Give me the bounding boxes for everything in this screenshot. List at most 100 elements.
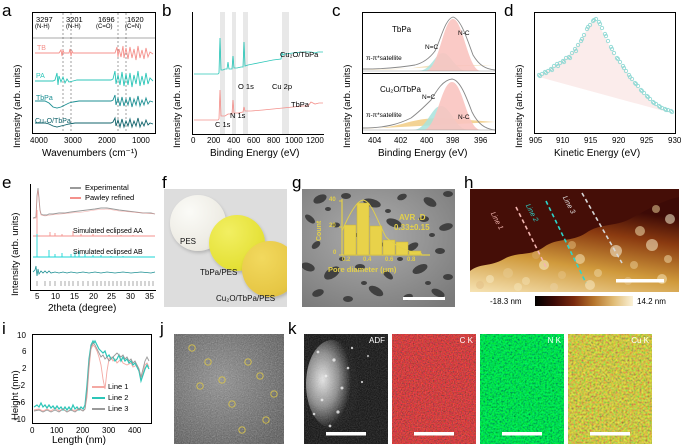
panel-g-inset-xtick-1: 0.4 xyxy=(363,257,372,263)
panel-k-map-adf: ADF xyxy=(304,334,388,444)
panel-g-inset-xtick-3: 0.8 xyxy=(407,257,416,263)
panel-e-yaxis xyxy=(30,184,31,290)
panel-e-annotation-aa: Simulated eclipsed AA xyxy=(73,228,143,235)
panel-a-letter: a xyxy=(2,1,12,20)
panel-h-scale-min: -18.3 nm xyxy=(490,297,522,306)
panel-e-xtick-5: 30 xyxy=(126,292,135,301)
panel-k-label-nk: N K xyxy=(547,336,561,345)
panel-a-peak-1696-value: 1696 xyxy=(98,15,115,24)
panel-b-xtick-4: 800 xyxy=(267,136,281,145)
panel-e-xlabel: 2theta (degree) xyxy=(48,303,117,314)
panel-g-histogram xyxy=(339,199,430,256)
panel-f-label-pes: PES xyxy=(180,237,197,246)
panel-e-xtick-3: 20 xyxy=(89,292,98,301)
panel-b-ylabel: Intensity (arb. units) xyxy=(172,64,183,148)
panel-i-legend-label-0: Line 1 xyxy=(108,382,129,391)
panel-g-inset-xtick-2: 0.6 xyxy=(385,257,394,263)
panel-c-xlabel: Binding Energy (eV) xyxy=(378,148,468,159)
panel-e-xtick-1: 10 xyxy=(51,292,60,301)
panel-b-xtick-0: 0 xyxy=(191,136,196,145)
panel-g-avg-label: AVR .D xyxy=(399,213,426,222)
panel-h-colorbar xyxy=(535,296,633,306)
panel-c-xtick-3: 398 xyxy=(446,136,460,145)
panel-a-xtick-0: 4000 xyxy=(30,136,48,145)
panel-e-legend-swatch-0 xyxy=(70,187,81,189)
panel-i-xtick-2: 200 xyxy=(76,426,90,435)
panel-b-xaxis xyxy=(192,134,324,135)
panel-g-inset-ytick-2: 40 xyxy=(329,197,336,203)
panel-f-disc-cu2otbpapes xyxy=(242,241,287,297)
panel-b-trace-cu2otbpa: Cu₂O/TbPa xyxy=(280,50,319,59)
panel-h-letter: h xyxy=(464,173,474,192)
panel-c-letter: c xyxy=(332,1,341,20)
panel-e-legend-swatch-1 xyxy=(70,197,81,199)
panel-i-ytick-2: 2 xyxy=(22,364,27,373)
panel-d-xtick-4: 925 xyxy=(640,136,654,145)
panel-c-divider xyxy=(362,73,496,74)
panel-a-xtick-3: 1000 xyxy=(132,136,150,145)
panel-c-label-neqc-bot: N=C xyxy=(422,94,436,101)
panel-d-xtick-2: 915 xyxy=(584,136,598,145)
panel-b-label-c1s: C 1s xyxy=(215,120,231,129)
panel-i: i Height (nm) 10 6 2 -2 -6 -10 Line 1 Li… xyxy=(0,320,160,447)
panel-g-inset-ylabel: Count xyxy=(316,220,323,241)
panel-b-label-o1s: O 1s xyxy=(238,82,254,91)
panel-e-letter: e xyxy=(2,173,12,192)
panel-a-xtick-1: 3000 xyxy=(64,136,82,145)
panel-f-label-cu2otbpapes: Cu₂O/TbPa/PES xyxy=(216,294,276,303)
panel-e: e Intensity (arb. units) xyxy=(0,172,160,320)
panel-h-afm-image: Line 1 Line 2 Line 3 xyxy=(470,189,679,292)
panel-c-subplot-cu2otbpa xyxy=(362,78,496,131)
panel-i-xtick-0: 0 xyxy=(30,426,35,435)
panel-c-label-satellite-top: π-π*satellite xyxy=(366,55,402,62)
panel-e-legend-label-0: Experimental xyxy=(85,183,129,192)
panel-g-letter: g xyxy=(292,173,302,192)
panel-e-xtick-4: 25 xyxy=(107,292,116,301)
panel-g-inset-xtick-0: 0.2 xyxy=(342,257,351,263)
panel-k-map-ck: C K xyxy=(392,334,476,444)
panel-d-xtick-1: 910 xyxy=(556,136,570,145)
panel-b: b Intensity (arb. units) C 1s N 1s O 1s … xyxy=(160,0,330,172)
panel-c-ylabel: Intensity (arb. units) xyxy=(342,64,353,148)
panel-j-tem-image xyxy=(174,334,284,444)
panel-a-peak-3297-assign: (N-H) xyxy=(35,24,50,30)
panel-i-legend-label-2: Line 3 xyxy=(108,404,129,413)
panel-a-trace-tbpa: TbPa xyxy=(36,95,53,102)
panel-i-ytick-1: 6 xyxy=(22,347,27,356)
panel-i-xtick-4: 400 xyxy=(128,426,142,435)
panel-d-ylabel: Intensity (arb. units) xyxy=(514,64,525,148)
panel-g-inset-ytick-1: 20 xyxy=(329,223,336,229)
panel-g-avg-value: 0.33±0.15 xyxy=(394,223,430,232)
panel-i-legend-swatch-2 xyxy=(92,408,105,410)
panel-a-trace-cu2otbpa: Cu₂O/TbPa xyxy=(35,118,71,125)
panel-a-peak-3297-value: 3297 xyxy=(36,15,53,24)
panel-c-xtick-4: 396 xyxy=(474,136,488,145)
panel-f-letter: f xyxy=(162,173,167,192)
panel-c-label-neqc-top: N=C xyxy=(425,44,439,51)
panel-c-label-nc-bot: N-C xyxy=(458,114,470,121)
panel-d-plot xyxy=(536,16,675,115)
panel-g-scalebar xyxy=(403,297,445,300)
panel-a-ylabel: Intensity (arb. units) xyxy=(12,64,23,148)
panel-d-xtick-3: 920 xyxy=(612,136,626,145)
panel-i-xtick-1: 100 xyxy=(50,426,64,435)
panel-i-xtick-3: 300 xyxy=(102,426,116,435)
panel-c-subplot-tbpa xyxy=(362,16,496,72)
panel-c-xtick-2: 400 xyxy=(420,136,434,145)
panel-e-xtick-0: 5 xyxy=(35,292,40,301)
panel-a-peak-3201-value: 3201 xyxy=(66,15,83,24)
panel-i-legend-label-1: Line 2 xyxy=(108,393,129,402)
panel-a-xtick-2: 2000 xyxy=(98,136,116,145)
panel-e-xtick-2: 15 xyxy=(70,292,79,301)
panel-g-sem-image: 0 20 40 Count 0.2 0.4 0.6 0.8 Pore diame… xyxy=(302,189,455,307)
panel-i-legend-swatch-1 xyxy=(92,397,105,399)
panel-g: g xyxy=(290,172,462,320)
panel-b-xtick-6: 1200 xyxy=(306,136,324,145)
panel-b-xlabel: Binding Energy (eV) xyxy=(210,148,300,159)
panel-k-label-cuk: Cu K xyxy=(631,336,649,345)
panel-i-ytick-4: -6 xyxy=(18,398,26,407)
panel-i-ytick-0: 10 xyxy=(17,331,26,340)
panel-b-letter: b xyxy=(162,1,172,20)
panel-j: j xyxy=(158,320,286,447)
panel-d: d Intensity (arb. units) xyxy=(502,0,685,172)
